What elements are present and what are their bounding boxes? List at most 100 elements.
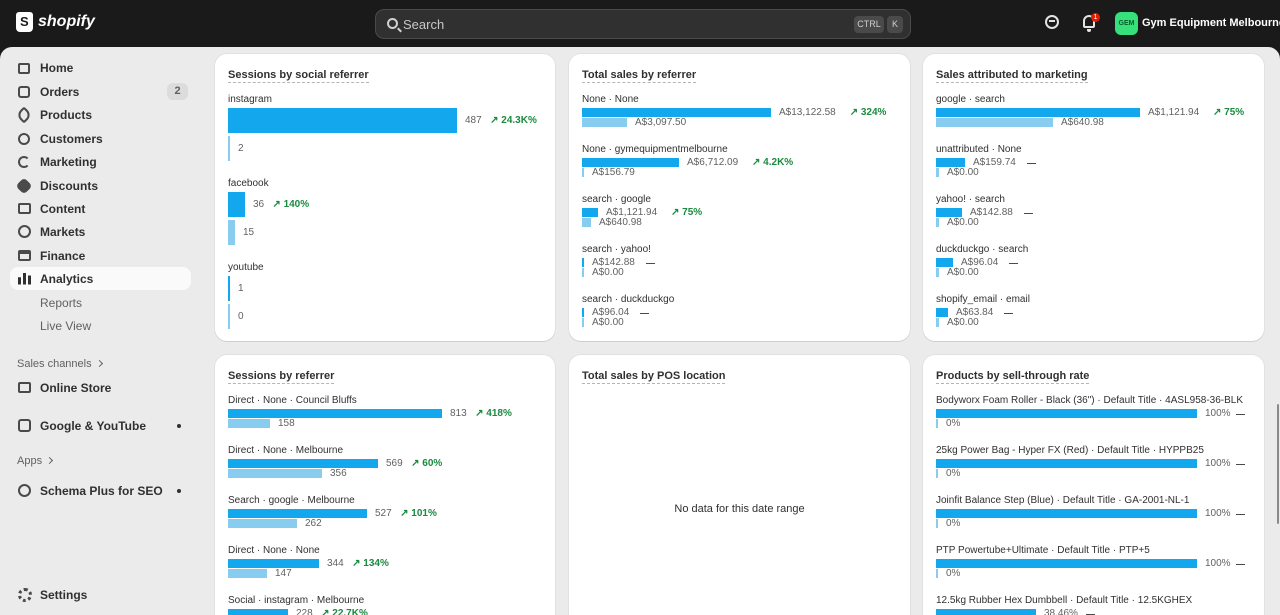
current-value: A$6,712.09 bbox=[687, 157, 739, 168]
sidebar-item-customers[interactable]: Customers bbox=[10, 127, 191, 150]
sidebar-item-label: Analytics bbox=[40, 271, 94, 286]
admin-shell: Home Orders 2 Products Customers Marketi… bbox=[0, 47, 1280, 615]
card-title[interactable]: Sessions by social referrer bbox=[228, 69, 369, 83]
current-value: 813 bbox=[450, 408, 467, 419]
current-value: A$1,121.94 bbox=[606, 207, 658, 218]
sidebar-item-settings[interactable]: Settings bbox=[10, 583, 191, 606]
change-indicator: ↗ 101% bbox=[400, 508, 437, 519]
previous-value: 262 bbox=[305, 518, 322, 529]
previous-value: A$0.00 bbox=[947, 267, 979, 278]
row-label[interactable]: Bodyworx Foam Roller - Black (36") · Def… bbox=[936, 395, 1244, 406]
previous-value: 356 bbox=[330, 468, 347, 479]
row-label[interactable]: None · gymequipmentmelbourne bbox=[582, 144, 728, 155]
row-label[interactable]: Direct · None · Council Bluffs bbox=[228, 395, 357, 406]
row-label[interactable]: unattributed · None bbox=[936, 144, 1022, 155]
current-value: A$13,122.58 bbox=[779, 107, 836, 118]
current-period-bar bbox=[228, 559, 319, 568]
current-value: 569 bbox=[386, 458, 403, 469]
previous-value: 15 bbox=[243, 227, 255, 238]
previous-value: 0% bbox=[946, 468, 961, 479]
row-label[interactable]: google · search bbox=[936, 94, 1005, 105]
search-input[interactable] bbox=[403, 13, 823, 35]
search-bar[interactable]: CTRL K bbox=[375, 9, 911, 39]
row-label[interactable]: search · google bbox=[582, 194, 651, 205]
sidebar-item-online-store[interactable]: Online Store bbox=[10, 376, 191, 399]
row-label[interactable]: Direct · None · Melbourne bbox=[228, 445, 344, 456]
current-value: 38.46% bbox=[1044, 608, 1078, 615]
storefront-icon bbox=[18, 382, 31, 393]
sidebar-item-label: Schema Plus for SEO bbox=[40, 483, 163, 498]
sidebar-item-orders[interactable]: Orders 2 bbox=[10, 80, 191, 103]
chevron-right-icon bbox=[95, 359, 103, 368]
previous-value: 0% bbox=[946, 418, 961, 429]
previous-value: A$0.00 bbox=[592, 317, 624, 328]
store-avatar[interactable]: GEM bbox=[1115, 12, 1138, 35]
row-label[interactable]: Search · google · Melbourne bbox=[228, 495, 355, 506]
card-title[interactable]: Products by sell-through rate bbox=[936, 370, 1090, 384]
row-label[interactable]: facebook bbox=[228, 178, 269, 189]
sidebar-item-google-youtube[interactable]: Google & YouTube bbox=[10, 414, 191, 437]
sidebar-item-home[interactable]: Home bbox=[10, 56, 191, 79]
gear-icon bbox=[18, 587, 32, 602]
empty-state-message: No data for this date range bbox=[674, 503, 805, 515]
current-period-bar bbox=[936, 559, 1197, 568]
change-indicator: ↗ 24.3K% bbox=[490, 115, 537, 126]
row-label[interactable]: instagram bbox=[228, 94, 272, 105]
store-name[interactable]: Gym Equipment Melbourne bbox=[1142, 17, 1280, 29]
sidebar-item-schema-plus[interactable]: Schema Plus for SEO bbox=[10, 479, 191, 502]
card-title[interactable]: Total sales by referrer bbox=[582, 69, 697, 83]
change-percent: 24.3K% bbox=[501, 115, 537, 126]
no-change-dash bbox=[1235, 513, 1245, 515]
sidebar-item-content[interactable]: Content bbox=[10, 197, 191, 220]
row-label[interactable]: yahoo! · search bbox=[936, 194, 1005, 205]
previous-period-bar bbox=[936, 318, 939, 327]
sessions-by-social-referrer-card: Sessions by social referrer instagram 487… bbox=[215, 54, 555, 341]
row-label[interactable]: shopify_email · email bbox=[936, 294, 1030, 305]
current-value: A$96.04 bbox=[592, 307, 630, 318]
row-label[interactable]: search · duckduckgo bbox=[582, 294, 675, 305]
row-label[interactable]: Joinfit Balance Step (Blue) · Default Ti… bbox=[936, 495, 1190, 506]
row-label[interactable]: PTP Powertube+Ultimate · Default Title ·… bbox=[936, 545, 1150, 556]
current-period-bar bbox=[936, 308, 948, 317]
previous-value: 0% bbox=[946, 568, 961, 579]
apps-label: Apps bbox=[17, 455, 43, 467]
card-title[interactable]: Total sales by POS location bbox=[582, 370, 726, 384]
current-period-bar bbox=[582, 308, 584, 317]
previous-period-bar bbox=[582, 268, 584, 277]
row-label[interactable]: search · yahoo! bbox=[582, 244, 651, 255]
current-value: 100% bbox=[1205, 408, 1231, 419]
previous-period-bar bbox=[936, 118, 1053, 127]
sidebar-item-markets[interactable]: Markets bbox=[10, 220, 191, 243]
apps-heading[interactable]: Apps bbox=[17, 455, 54, 467]
analytics-dashboard: Sessions by social referrer instagram 487… bbox=[201, 47, 1280, 615]
row-label[interactable]: youtube bbox=[228, 262, 264, 273]
sidebar-item-finance[interactable]: Finance bbox=[10, 244, 191, 267]
arrow-up-right-icon: ↗ bbox=[352, 558, 364, 569]
arrow-up-right-icon: ↗ bbox=[272, 199, 284, 210]
arrow-up-right-icon: ↗ bbox=[1213, 107, 1225, 118]
page-scrollbar[interactable] bbox=[1277, 404, 1279, 524]
sidebar-item-reports[interactable]: Reports bbox=[10, 291, 191, 314]
card-title[interactable]: Sales attributed to marketing bbox=[936, 69, 1088, 83]
row-label[interactable]: None · None bbox=[582, 94, 639, 105]
sidebar-item-label: Reports bbox=[40, 295, 83, 310]
sidekick-assistant-icon[interactable] bbox=[1045, 15, 1059, 29]
row-label[interactable]: duckduckgo · search bbox=[936, 244, 1029, 255]
sidebar-item-live-view[interactable]: Live View bbox=[10, 314, 191, 337]
card-title[interactable]: Sessions by referrer bbox=[228, 370, 335, 384]
previous-value: 147 bbox=[275, 568, 292, 579]
previous-period-bar bbox=[582, 318, 584, 327]
sidebar-item-marketing[interactable]: Marketing bbox=[10, 150, 191, 173]
sales-channels-heading[interactable]: Sales channels bbox=[17, 358, 103, 370]
row-label[interactable]: 12.5kg Rubber Hex Dumbbell · Default Tit… bbox=[936, 595, 1193, 606]
sidebar-item-label: Discounts bbox=[40, 178, 99, 193]
row-label[interactable]: Direct · None · None bbox=[228, 545, 320, 556]
sidebar-item-analytics[interactable]: Analytics bbox=[10, 267, 191, 290]
row-label[interactable]: Social · instagram · Melbourne bbox=[228, 595, 365, 606]
sidebar: Home Orders 2 Products Customers Marketi… bbox=[0, 47, 201, 615]
sidebar-item-products[interactable]: Products bbox=[10, 103, 191, 126]
sidebar-item-discounts[interactable]: Discounts bbox=[10, 174, 191, 197]
sidebar-item-label: Home bbox=[40, 60, 74, 75]
shopify-logo[interactable]: shopify bbox=[16, 12, 95, 32]
row-label[interactable]: 25kg Power Bag - Hyper FX (Red) · Defaul… bbox=[936, 445, 1204, 456]
